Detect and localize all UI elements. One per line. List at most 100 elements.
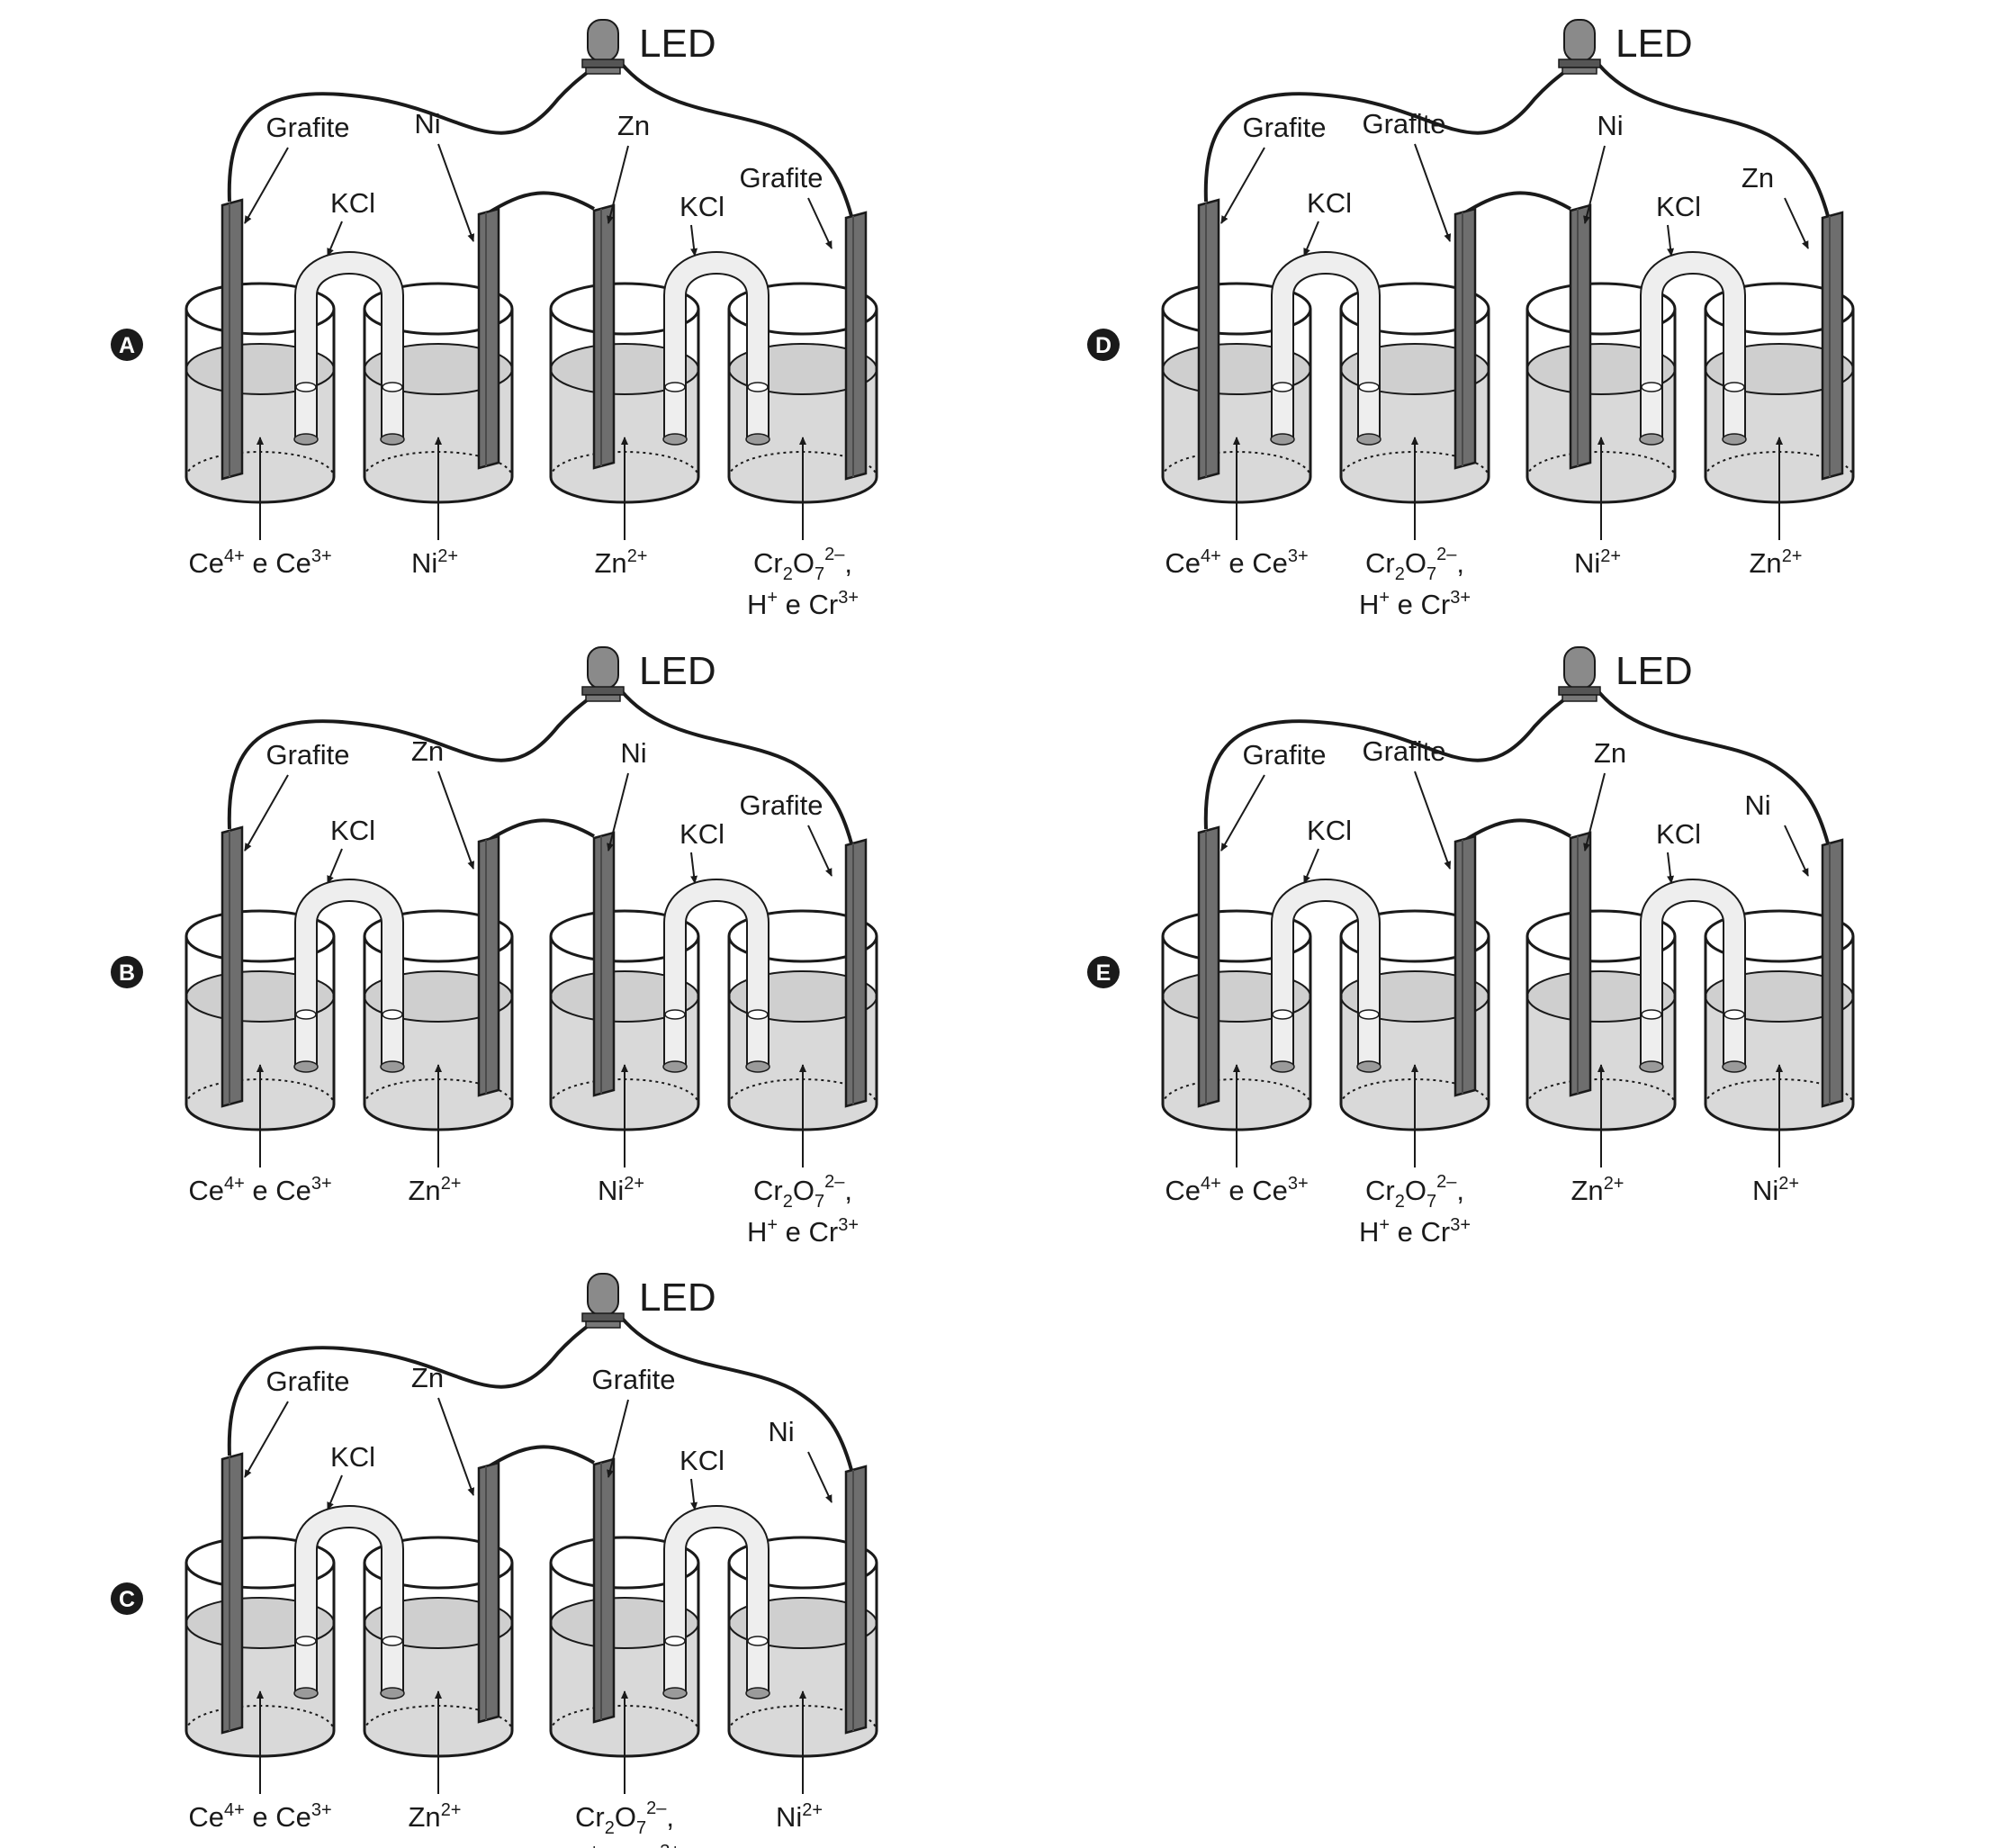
solution-liquid	[551, 369, 698, 502]
outer-wire-left	[227, 1315, 600, 1456]
salt-bridge	[1639, 251, 1747, 446]
outer-wire-left	[1203, 61, 1577, 203]
electrode-arrow	[244, 147, 289, 224]
beaker	[1526, 282, 1677, 504]
outer-wire-left	[1203, 689, 1577, 830]
electrode	[477, 834, 500, 1097]
solution-label: Zn2+	[595, 546, 648, 579]
electrode-label: Grafite	[1242, 739, 1326, 771]
option-letter-badge	[111, 329, 143, 361]
electrode	[1821, 211, 1844, 481]
electrode	[844, 1465, 868, 1735]
electrode-arrow	[244, 774, 289, 852]
electrode-label: Ni	[1597, 110, 1623, 141]
bridge-level	[747, 1009, 769, 1020]
salt-bridge-tube	[1642, 880, 1744, 1067]
electrode-arrow	[607, 145, 629, 224]
beaker-rim	[363, 1536, 514, 1590]
electrode-arrow	[437, 771, 475, 870]
kcl-label: KCl	[330, 187, 375, 219]
led-label: LED	[1616, 22, 1693, 66]
led-base	[1558, 686, 1601, 696]
beaker-rim	[1704, 282, 1855, 336]
electrode-arrow	[437, 143, 475, 242]
electrode-arrow	[244, 1401, 289, 1478]
bridge-level	[382, 1009, 403, 1020]
salt-bridge	[293, 1505, 405, 1699]
beaker-rim	[1704, 909, 1855, 963]
electrode-arrow	[607, 1399, 629, 1478]
solution-label: Ce4+ e Ce3+	[1165, 1174, 1308, 1206]
electrode-plate	[592, 1457, 616, 1724]
option-letter: C	[119, 1587, 135, 1612]
kcl-arrow	[1667, 224, 1675, 257]
outer-wire-left	[227, 61, 600, 203]
kcl-arrow	[327, 221, 343, 257]
solution-label-line2: H+ e Cr3+	[747, 588, 859, 620]
salt-bridge-tube	[296, 253, 402, 439]
solution-liquid	[551, 996, 698, 1130]
salt-bridge-tube	[665, 1507, 768, 1693]
solution-label: Cr2O72–,	[1365, 545, 1464, 584]
solution-label: Ce4+ e Ce3+	[188, 546, 331, 579]
bridge-plug	[380, 1060, 405, 1073]
salt-bridge-tube	[296, 880, 402, 1067]
option-letter-badge	[111, 1582, 143, 1615]
option-letter: E	[1096, 960, 1112, 986]
electrode-plate	[1197, 198, 1220, 481]
led-label: LED	[639, 22, 716, 66]
inner-wire	[484, 191, 595, 216]
beaker-rim	[1339, 909, 1490, 963]
solution-label: Zn2+	[1571, 1174, 1624, 1206]
outer-wire-right	[1596, 61, 1830, 217]
bridge-level	[1724, 382, 1745, 392]
electrode	[1197, 825, 1220, 1108]
bridge-level	[1641, 1009, 1662, 1020]
solution-label: Cr2O72–,	[575, 1798, 674, 1838]
kcl-label: KCl	[330, 1441, 375, 1473]
electrode-label: Zn	[1742, 162, 1774, 194]
bridge-plug	[1722, 433, 1747, 446]
beaker-rim	[549, 909, 700, 963]
electrode	[844, 838, 868, 1108]
salt-bridge	[1270, 251, 1382, 446]
electrode-plate	[1197, 825, 1220, 1108]
beaker-rim	[184, 909, 336, 963]
electrode-arrow	[1220, 774, 1265, 852]
bridge-level	[664, 1009, 686, 1020]
inner-wire	[484, 818, 595, 843]
bridge-plug	[1722, 1060, 1747, 1073]
outer-wire-right	[619, 61, 853, 217]
bridge-level	[295, 1636, 317, 1646]
solution-label: Ce4+ e Ce3+	[188, 1800, 331, 1833]
bridge-plug	[1639, 1060, 1664, 1073]
salt-bridge	[293, 251, 405, 446]
option-letter-badge	[1087, 956, 1120, 988]
electrode-plate	[220, 198, 244, 481]
solution-label: Zn2+	[1750, 546, 1803, 579]
solution-label: Ce4+ e Ce3+	[1165, 546, 1308, 579]
option-letter-badge	[111, 956, 143, 988]
beaker-rim	[1161, 909, 1312, 963]
electrode-arrow	[437, 1397, 475, 1496]
electrode	[477, 1461, 500, 1724]
kcl-arrow	[1303, 221, 1319, 257]
electrode-plate	[1821, 838, 1844, 1108]
kcl-label: KCl	[680, 818, 724, 850]
option-panel-c: C KCl KCl LED Grafite Zn Grafite Ni Ce4+ e Ce3+ Z…	[111, 1273, 878, 1848]
option-letter: B	[119, 960, 135, 986]
electrode-plate	[592, 203, 616, 470]
salt-bridge	[662, 1505, 770, 1699]
electrode-label: Grafite	[739, 789, 823, 821]
bridge-plug	[380, 433, 405, 446]
beaker	[549, 1536, 700, 1758]
inner-wire	[484, 1445, 595, 1470]
led-base	[585, 694, 621, 702]
bridge-level	[1272, 382, 1293, 392]
salt-bridge	[1639, 879, 1747, 1073]
inner-wire	[1461, 191, 1571, 216]
led-base	[581, 686, 625, 696]
beaker-rim	[1526, 909, 1677, 963]
led-label: LED	[639, 649, 716, 693]
bridge-level	[382, 1636, 403, 1646]
